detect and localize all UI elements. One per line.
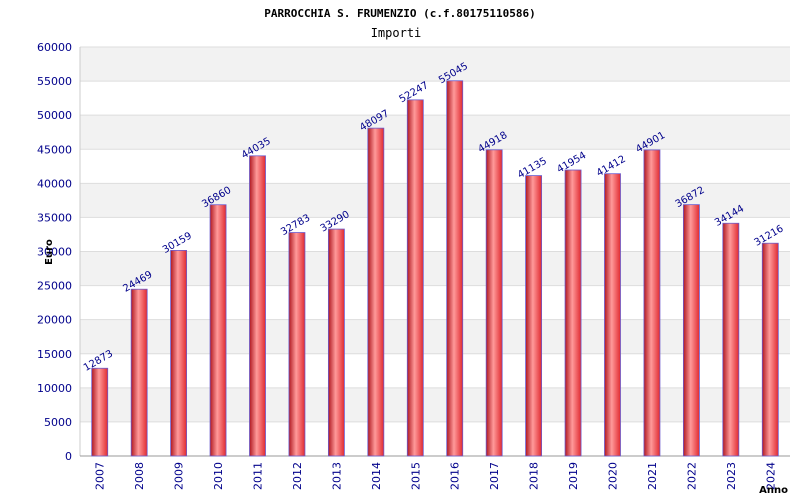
bar-2016 xyxy=(446,80,464,457)
bar-2017 xyxy=(485,149,503,457)
x-tick-label-2011: 2011 xyxy=(252,462,265,490)
x-tick-label-2009: 2009 xyxy=(173,462,186,490)
y-tick-label: 30000 xyxy=(37,246,72,259)
y-tick-label: 40000 xyxy=(37,177,72,190)
x-tick-label-2023: 2023 xyxy=(725,462,738,490)
bar-2018 xyxy=(525,175,543,457)
x-tick-label-2016: 2016 xyxy=(449,462,462,490)
y-tick-label: 35000 xyxy=(37,211,72,224)
grid-band xyxy=(80,183,790,218)
y-tick-label: 45000 xyxy=(37,143,72,156)
y-axis-label: Euro xyxy=(44,239,55,265)
y-tick-label: 0 xyxy=(65,450,72,463)
x-axis-label: Anno xyxy=(759,485,788,496)
bar-2011 xyxy=(249,155,266,457)
plot-area: 0 5000 10000 15000 20000 25000 30000 35000 40000… xyxy=(37,41,790,490)
bar-2022 xyxy=(682,204,700,457)
bar-2021 xyxy=(643,149,661,457)
x-tick-label-2020: 2020 xyxy=(607,462,620,490)
bar-2008 xyxy=(130,288,148,457)
bar-2013 xyxy=(327,228,345,457)
bar-2007 xyxy=(91,367,109,457)
x-tick-label-2019: 2019 xyxy=(567,462,580,490)
y-tick-label: 60000 xyxy=(37,41,72,54)
x-tick-label-2022: 2022 xyxy=(685,462,698,490)
x-tick-label-2014: 2014 xyxy=(370,462,383,490)
grid-band xyxy=(80,115,790,150)
y-tick-label: 55000 xyxy=(37,75,72,88)
bar-2014 xyxy=(367,127,385,457)
bar-2015 xyxy=(406,99,424,457)
x-tick-label-2013: 2013 xyxy=(330,462,343,490)
grid-band xyxy=(80,387,790,422)
x-tick-label-2017: 2017 xyxy=(488,462,501,490)
grid-band xyxy=(80,251,790,286)
y-tick-label: 5000 xyxy=(44,416,72,429)
bar-2010 xyxy=(209,204,227,457)
grid-band xyxy=(80,319,790,354)
x-tick-label-2021: 2021 xyxy=(646,462,659,490)
bar-2023 xyxy=(722,222,740,457)
x-tick-label-2008: 2008 xyxy=(133,462,146,490)
chart-subtitle: Importi xyxy=(371,26,422,40)
x-tick-label-2010: 2010 xyxy=(212,462,225,490)
y-tick-label: 20000 xyxy=(37,314,72,327)
bar-2009 xyxy=(170,250,188,457)
bar-2020 xyxy=(604,173,621,457)
grid-band xyxy=(80,47,790,82)
bar-2012 xyxy=(288,232,306,457)
y-tick-label: 25000 xyxy=(37,280,72,293)
x-tick-label-2015: 2015 xyxy=(409,462,422,490)
bar-2019 xyxy=(564,169,582,457)
x-tick-label-2018: 2018 xyxy=(528,462,541,490)
x-tick-label-2024: 2024 xyxy=(764,462,777,490)
x-tick-label-2012: 2012 xyxy=(291,462,304,490)
y-tick-label: 10000 xyxy=(37,382,72,395)
y-tick-label: 50000 xyxy=(37,109,72,122)
y-tick-label: 15000 xyxy=(37,348,72,361)
chart-title: PARROCCHIA S. FRUMENZIO (c.f.80175110586… xyxy=(264,7,536,20)
bar-2024 xyxy=(761,242,779,457)
x-tick-label-2007: 2007 xyxy=(94,462,107,490)
